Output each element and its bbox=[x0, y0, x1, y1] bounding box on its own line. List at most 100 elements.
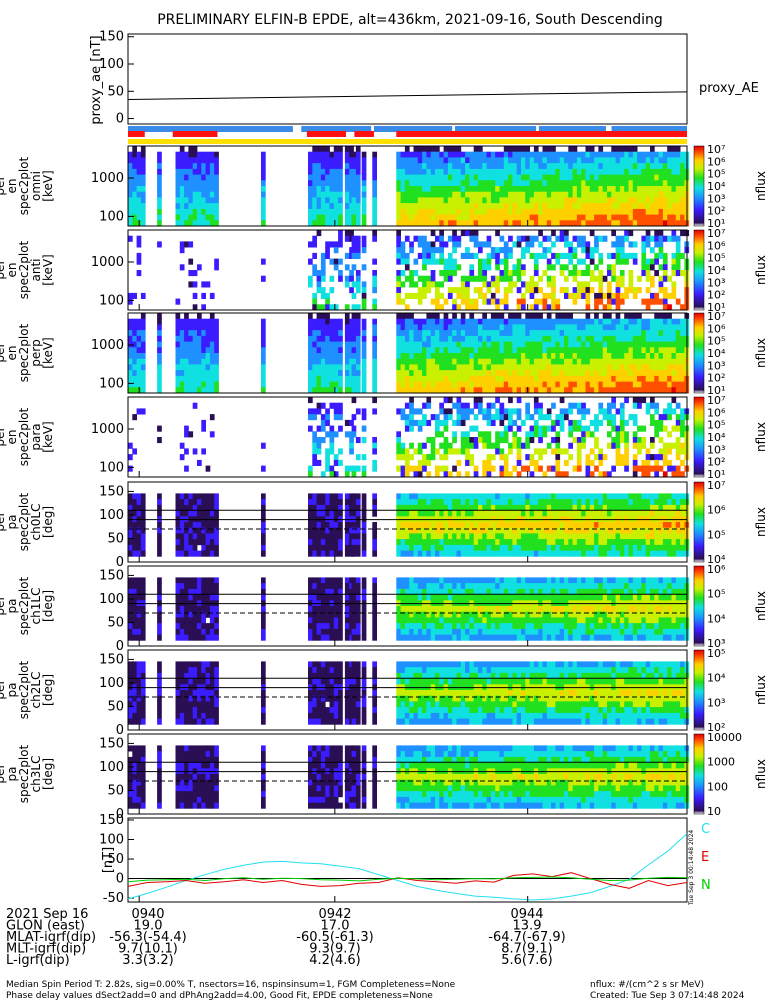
spectrogram-cell bbox=[349, 527, 354, 534]
spectrogram-cell bbox=[417, 504, 423, 511]
spectrogram-cell bbox=[128, 168, 133, 175]
spectrogram-cell bbox=[499, 522, 505, 529]
spectrogram-cell bbox=[325, 414, 330, 421]
spectrogram-cell bbox=[413, 258, 419, 265]
spectrogram-cell bbox=[372, 397, 377, 404]
spectrogram-cell bbox=[581, 544, 586, 551]
spectrogram-cell bbox=[320, 539, 326, 546]
spectrogram-cell bbox=[184, 197, 189, 204]
spectrogram-cell bbox=[559, 335, 565, 342]
spectrogram-cell bbox=[404, 275, 410, 282]
spectrogram-cell bbox=[372, 304, 377, 311]
spectrogram-cell bbox=[456, 341, 462, 348]
colorbar-label: nflux bbox=[754, 338, 768, 368]
spectrogram-cell bbox=[516, 370, 522, 377]
spectrogram-cell bbox=[478, 264, 483, 271]
spectrogram-cell bbox=[495, 191, 500, 198]
ylabel-line: spec2plot bbox=[17, 323, 31, 382]
spectrogram-cell bbox=[430, 335, 436, 342]
spectrogram-cell bbox=[316, 539, 322, 546]
spectrogram-cell bbox=[447, 151, 453, 158]
spectrogram-cell bbox=[460, 203, 466, 210]
spectrogram-cell bbox=[632, 364, 638, 371]
spectrogram-cell bbox=[658, 174, 664, 181]
spectrogram-cell bbox=[628, 335, 634, 342]
spectrogram-cell bbox=[192, 208, 198, 215]
spectrogram-cell bbox=[564, 208, 569, 215]
spectrogram-cell bbox=[456, 527, 462, 534]
spectrogram-cell bbox=[333, 459, 339, 466]
spectrogram-cell bbox=[624, 370, 629, 377]
spectrogram-cell bbox=[351, 471, 357, 478]
spectrogram-cell bbox=[602, 275, 608, 282]
spectrogram-cell bbox=[499, 510, 505, 517]
spectrogram-cell bbox=[671, 208, 677, 215]
spectrogram-cell bbox=[572, 151, 578, 158]
spectrogram-cell bbox=[469, 381, 475, 388]
spectrogram-cell bbox=[400, 180, 406, 187]
spectrogram-cell bbox=[325, 375, 330, 382]
spectrogram-cell bbox=[452, 258, 457, 265]
spectrogram-cell bbox=[175, 214, 181, 221]
spectrogram-cell bbox=[542, 270, 548, 277]
spectrogram-cell bbox=[435, 151, 440, 158]
spectrogram-cell bbox=[372, 544, 377, 551]
spectrogram-cell bbox=[516, 471, 522, 478]
spectrogram-cell bbox=[465, 281, 470, 288]
spectrogram-cell bbox=[516, 258, 522, 265]
spectrogram-cell bbox=[585, 241, 591, 248]
spectrogram-cell bbox=[564, 292, 569, 299]
spectrogram-cell bbox=[136, 270, 142, 277]
spectrogram-cell bbox=[680, 168, 685, 175]
spectrogram-cell bbox=[320, 335, 326, 342]
spectrogram-cell bbox=[361, 163, 367, 170]
spectrogram-cell bbox=[559, 493, 565, 500]
spectrogram-cell bbox=[555, 364, 561, 371]
spectrogram-cell bbox=[435, 258, 440, 265]
spectrogram-cell bbox=[333, 527, 339, 534]
spectrogram-cell bbox=[404, 527, 410, 534]
spectrogram-cell bbox=[344, 180, 350, 187]
spectrogram-cell bbox=[568, 186, 573, 193]
spectrogram-cell bbox=[404, 264, 410, 271]
spectrogram-cell bbox=[508, 442, 513, 449]
spectrogram-cell bbox=[650, 335, 655, 342]
spectrogram-cell bbox=[478, 324, 483, 331]
spectrogram-cell bbox=[409, 151, 414, 158]
spectrogram-cell bbox=[521, 220, 526, 227]
spectrogram-cell bbox=[551, 163, 556, 170]
spectrogram-cell bbox=[533, 318, 539, 325]
spectrogram-cell bbox=[316, 550, 322, 557]
spectrogram-cell bbox=[443, 442, 449, 449]
spectrogram-cell bbox=[499, 431, 505, 438]
spectrogram-cell bbox=[473, 544, 479, 551]
spectrogram-cell bbox=[460, 318, 466, 325]
spectrogram-cell bbox=[615, 252, 621, 259]
spectrogram-cell bbox=[422, 214, 427, 221]
spectrogram-cell bbox=[308, 197, 313, 204]
spectrogram-cell bbox=[188, 174, 194, 181]
spectrogram-cell bbox=[372, 465, 377, 472]
spectrogram-cell bbox=[589, 157, 595, 164]
spectrogram-cell bbox=[351, 375, 357, 382]
colorbar-tick-label: 10⁵ bbox=[707, 419, 725, 432]
spectrogram-cell bbox=[486, 375, 492, 382]
spectrogram-cell bbox=[624, 168, 629, 175]
spectrogram-cell bbox=[572, 387, 578, 394]
spectrogram-cell bbox=[624, 397, 629, 404]
spectrogram-cell bbox=[469, 235, 475, 242]
spectrogram-cell bbox=[308, 241, 313, 248]
spectrogram-cell bbox=[404, 335, 410, 342]
spectrogram-cell bbox=[320, 341, 326, 348]
spectrogram-cell bbox=[188, 324, 194, 331]
spectrogram-cell bbox=[611, 425, 616, 432]
spectrogram-cell bbox=[551, 425, 556, 432]
spectrogram-cell bbox=[192, 324, 198, 331]
spectrogram-cell bbox=[667, 203, 672, 210]
spectrogram-cell bbox=[589, 347, 595, 354]
spectrogram-cell bbox=[628, 270, 634, 277]
spectrogram-cell bbox=[157, 151, 162, 158]
spectrogram-cell bbox=[175, 550, 181, 557]
spectrogram-cell bbox=[637, 208, 642, 215]
spectrogram-cell bbox=[308, 387, 313, 394]
